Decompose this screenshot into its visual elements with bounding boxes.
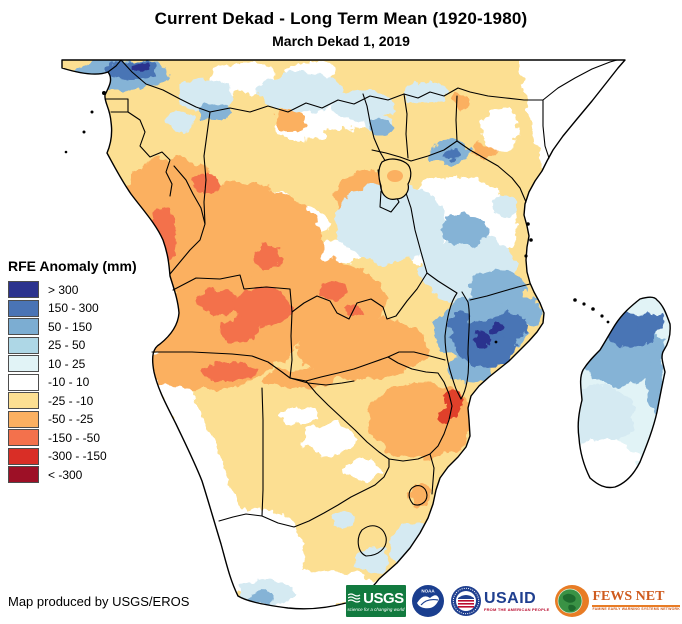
legend-swatch (8, 299, 39, 317)
legend-item: -300 - -150 (8, 447, 137, 465)
islands (64, 91, 610, 344)
usaid-logo: USAID FROM THE AMERICAN PEOPLE (450, 585, 550, 617)
credit-text: Map produced by USGS/EROS (8, 594, 190, 609)
legend-swatch (8, 410, 39, 428)
fewsnet-logo: FEWS NET FAMINE EARLY WARNING SYSTEMS NE… (554, 584, 680, 618)
legend-item-label: 150 - 300 (48, 301, 99, 315)
noaa-logo: NOAA (411, 585, 444, 617)
usaid-tagline: FROM THE AMERICAN PEOPLE (483, 606, 550, 612)
lake-victoria (378, 158, 412, 200)
legend-item: -25 - -10 (8, 392, 137, 409)
legend-swatch (8, 355, 39, 372)
fewsnet-globe-icon (555, 585, 590, 617)
logo-strip: USGS science for a changing world NOAA U… (345, 581, 680, 621)
legend-item: -10 - 10 (8, 373, 137, 391)
legend-swatch (8, 466, 39, 483)
legend-item-label: < -300 (48, 467, 83, 482)
legend-swatch (8, 318, 39, 335)
page-title: Current Dekad - Long Term Mean (1920-198… (154, 9, 528, 28)
legend-item: -50 - -25 (8, 410, 137, 428)
map-titles: Current Dekad - Long Term Mean (1920-198… (0, 9, 682, 49)
usaid-logo-text: USAID (483, 589, 537, 607)
usgs-tagline: science for a changing world (347, 606, 405, 612)
legend-swatch (8, 392, 39, 409)
legend-swatch (8, 281, 39, 298)
usgs-logo: USGS science for a changing world (345, 585, 406, 617)
legend-swatch (8, 373, 39, 391)
legend-swatch (8, 429, 39, 446)
usgs-logo-text: USGS (363, 589, 404, 607)
legend-item-label: -25 - -10 (48, 393, 94, 408)
legend-item: 25 - 50 (8, 336, 137, 354)
legend-item-label: -300 - -150 (48, 449, 107, 463)
legend-swatch (8, 447, 39, 465)
legend-title: RFE Anomaly (mm) (8, 258, 137, 274)
country-borders (104, 59, 618, 557)
legend-item: < -300 (8, 466, 137, 483)
legend-item-label: 10 - 25 (48, 356, 86, 371)
legend-item: 10 - 25 (8, 355, 137, 372)
legend-item-label: -150 - -50 (48, 430, 101, 445)
legend-item: > 300 (8, 281, 137, 298)
legend-item: 50 - 150 (8, 318, 137, 335)
legend-swatch (8, 336, 39, 354)
legend: RFE Anomaly (mm) > 300 150 - 300 50 - 150 2… (8, 258, 137, 485)
legend-item-label: -10 - 10 (48, 375, 90, 389)
legend-items: > 300 150 - 300 50 - 150 25 - 50 10 - 25 -10 … (8, 281, 137, 483)
noaa-logo-text: NOAA (421, 589, 435, 594)
legend-item-label: 25 - 50 (48, 338, 86, 352)
navy-anomaly-areas (132, 63, 504, 345)
usgs-wave-icon (348, 593, 361, 603)
blue-anomaly-areas (104, 60, 528, 368)
legend-item-label: 50 - 150 (48, 319, 93, 334)
page-subtitle: March Dekad 1, 2019 (272, 33, 410, 49)
legend-item-label: > 300 (48, 282, 79, 297)
fewsnet-tagline: FAMINE EARLY WARNING SYSTEMS NETWORK (592, 607, 680, 612)
legend-item: -150 - -50 (8, 429, 137, 446)
legend-item-label: -50 - -25 (48, 412, 94, 426)
usaid-seal-icon (450, 586, 481, 616)
fewsnet-logo-text: FEWS NET (592, 590, 680, 608)
legend-item: 150 - 300 (8, 299, 137, 317)
